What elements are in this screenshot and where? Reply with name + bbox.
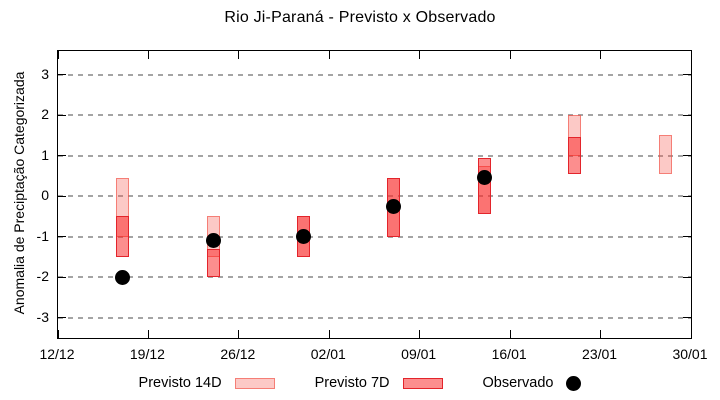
y-tick-left — [58, 195, 66, 197]
plot-area — [57, 50, 692, 339]
y-tick-left — [58, 236, 66, 238]
y-tick-right — [683, 317, 691, 319]
gridline-y0 — [58, 195, 691, 198]
x-tick-bottom — [328, 330, 330, 338]
y-tick-label: -2 — [36, 268, 49, 285]
legend-item: Previsto 14D — [139, 375, 275, 391]
observed-point — [295, 229, 311, 245]
gridline-y-1 — [58, 235, 691, 238]
previsto-14d-swatch — [234, 377, 275, 389]
y-tick-right — [683, 195, 691, 197]
y-tick-right — [683, 74, 691, 75]
y-tick-label: 2 — [41, 106, 49, 123]
forecast-bar-7d — [477, 157, 491, 215]
y-tick-label: -1 — [36, 227, 49, 244]
legend-label: Observado — [482, 375, 554, 391]
x-tick-label: 19/12 — [129, 346, 165, 362]
x-tick-bottom — [600, 330, 602, 338]
x-tick-top — [238, 51, 240, 59]
x-tick-bottom — [147, 330, 149, 338]
x-tick-top — [328, 51, 330, 59]
observed-point — [386, 198, 402, 214]
x-tick-label: 26/12 — [220, 346, 256, 362]
x-tick-label: 09/01 — [401, 346, 437, 362]
y-tick-right — [683, 276, 691, 278]
legend-item: Previsto 7D — [315, 375, 443, 391]
y-tick-left — [58, 74, 66, 75]
x-tick-bottom — [419, 330, 421, 338]
x-tick-top — [147, 51, 149, 59]
legend-label: Previsto 14D — [138, 375, 222, 391]
forecast-bar-7d — [206, 248, 220, 278]
x-tick-bottom — [690, 330, 692, 338]
y-tick-right — [683, 236, 691, 238]
forecast-bar-7d — [568, 137, 582, 174]
x-tick-label: 16/01 — [491, 346, 527, 362]
y-tick-label: 0 — [41, 187, 49, 204]
gridline-y2 — [58, 114, 691, 117]
y-tick-left — [58, 276, 66, 278]
y-tick-left — [58, 317, 66, 319]
y-tick-label: -3 — [36, 308, 49, 325]
legend-label: Previsto 7D — [314, 375, 390, 391]
y-tick-left — [58, 114, 66, 116]
x-tick-label: 23/01 — [582, 346, 618, 362]
gridline-y-2 — [58, 276, 691, 279]
gridline-y-3 — [58, 316, 691, 319]
x-tick-top — [419, 51, 421, 59]
gridline-y3 — [58, 73, 691, 76]
legend-item: Observado — [483, 375, 582, 391]
x-tick-bottom — [509, 330, 511, 338]
x-tick-top — [509, 51, 511, 59]
x-tick-top — [600, 51, 602, 59]
y-tick-right — [683, 155, 691, 157]
x-tick-label: 12/12 — [39, 346, 75, 362]
x-tick-top — [690, 51, 692, 59]
previsto-7d-swatch — [402, 377, 443, 389]
observed-point — [476, 170, 492, 186]
x-tick-bottom — [57, 330, 59, 338]
forecast-bar-7d — [116, 216, 130, 257]
gridline-y1 — [58, 154, 691, 157]
x-tick-label: 30/01 — [672, 346, 708, 362]
x-tick-top — [57, 51, 59, 59]
y-tick-left — [58, 155, 66, 157]
legend: Previsto 14D Previsto 7D Observado — [0, 371, 720, 395]
observado-dot-swatch — [566, 375, 582, 391]
observed-point — [115, 269, 131, 285]
y-tick-label: 1 — [41, 146, 49, 163]
x-tick-label: 02/01 — [310, 346, 346, 362]
x-tick-bottom — [238, 330, 240, 338]
y-tick-right — [683, 114, 691, 116]
chart-title: Rio Ji-Paraná - Previsto x Observado — [224, 9, 496, 26]
observed-point — [205, 233, 221, 249]
y-tick-label: 3 — [41, 65, 49, 82]
forecast-bar-14d — [658, 135, 672, 174]
